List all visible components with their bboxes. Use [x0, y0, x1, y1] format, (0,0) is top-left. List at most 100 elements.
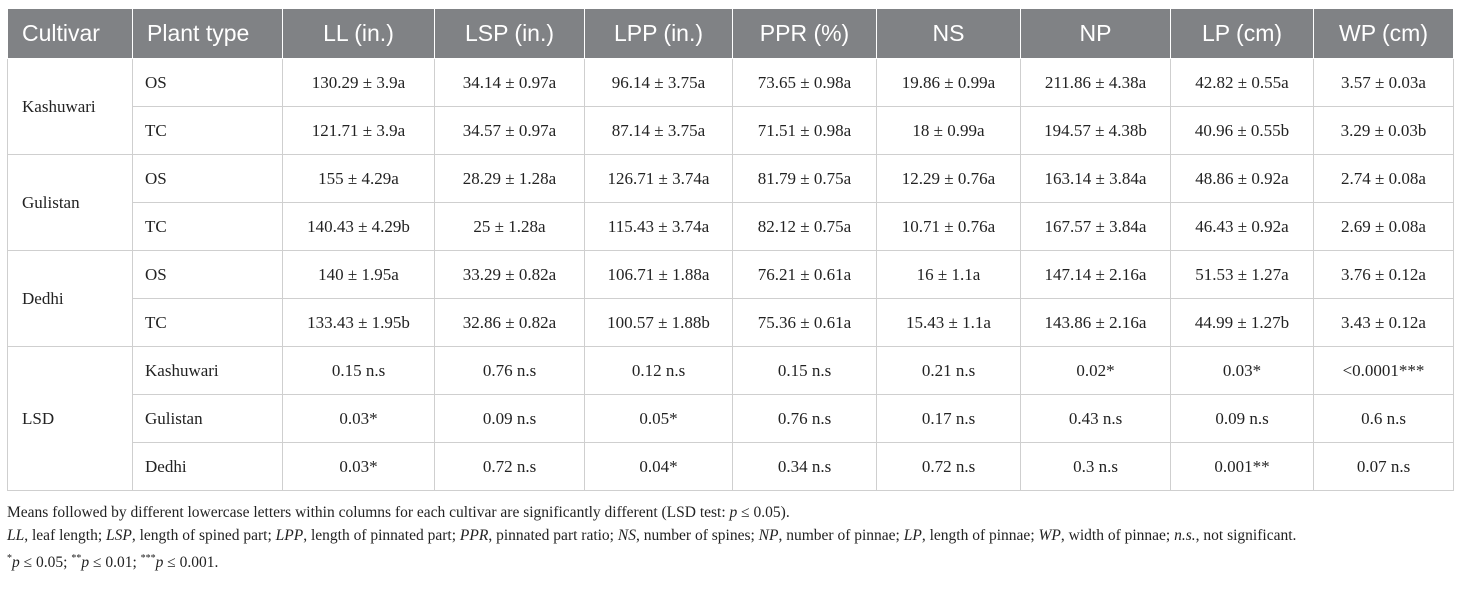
column-header: PPR (%) [732, 8, 877, 59]
table-row: LSD Kashuwari 0.15 n.s 0.76 n.s 0.12 n.s 0.15… [7, 346, 1454, 491]
value-cell: 87.14 ± 3.75a [584, 106, 733, 155]
cultivar-cell: Dedhi [7, 250, 133, 347]
column-header: LSP (in.) [434, 8, 585, 59]
value-cell: 0.72 n.s [876, 442, 1021, 491]
value-cell: 194.57 ± 4.38b [1020, 106, 1171, 155]
abbreviation-definition: , pinnated part ratio; [488, 527, 618, 544]
value-cell: 0.09 n.s [434, 394, 585, 443]
value-cell: 19.86 ± 0.99a [876, 58, 1021, 107]
value-cell: 46.43 ± 0.92a [1170, 202, 1314, 251]
value-cell: 3.76 ± 0.12a [1313, 250, 1454, 299]
value-cell: 121.71 ± 3.9a [282, 106, 435, 155]
abbreviation-definition: , leaf length; [24, 527, 107, 544]
cultivar-cell: Gulistan [7, 154, 133, 251]
value-cell: 51.53 ± 1.27a [1170, 250, 1314, 299]
abbreviation-definition: , number of pinnae; [778, 527, 904, 544]
value-cell: 2.69 ± 0.08a [1313, 202, 1454, 251]
value-cell: 73.65 ± 0.98a [732, 58, 877, 107]
column-header: Cultivar [7, 8, 133, 59]
column-header: LP (cm) [1170, 8, 1314, 59]
abbreviation-definition: , not significant. [1195, 527, 1297, 544]
p-symbol: p [12, 554, 20, 572]
plant-type-cell: Dedhi [132, 442, 283, 491]
column-header: NP [1020, 8, 1171, 59]
footnote-p: p [729, 504, 738, 521]
footnote-text: Means followed by different lowercase le… [7, 504, 730, 521]
table-row: TC 133.43 ± 1.95b 32.86 ± 0.82a 100.57 ± 1.… [8, 298, 1454, 347]
cultivar-cell: LSD [7, 346, 133, 491]
plant-type-cell: TC [132, 202, 283, 251]
value-cell: 25 ± 1.28a [434, 202, 585, 251]
value-cell: 0.3 n.s [1020, 442, 1171, 491]
abbreviation-definition: , number of spines; [635, 527, 759, 544]
value-cell: 48.86 ± 0.92a [1170, 154, 1314, 203]
value-cell: 81.79 ± 0.75a [732, 154, 877, 203]
column-header: Plant type [132, 8, 283, 59]
table-row: Dedhi 0.03* 0.72 n.s 0.04* 0.34 n.s 0.72 n.s 0… [8, 442, 1454, 491]
abbreviation-definition: , length of spined part; [131, 527, 276, 544]
abbreviation: LL [7, 527, 25, 544]
table-row: TC 121.71 ± 3.9a 34.57 ± 0.97a 87.14 ± 3.75… [8, 106, 1454, 155]
abbreviation: LSP [106, 527, 132, 544]
value-cell: 100.57 ± 1.88b [584, 298, 733, 347]
value-cell: 12.29 ± 0.76a [876, 154, 1021, 203]
footnote-pvalues: *p ≤ 0.05; **p ≤ 0.01; ***p ≤ 0.001. [7, 549, 1453, 573]
value-cell: 0.6 n.s [1313, 394, 1454, 443]
value-cell: 143.86 ± 2.16a [1020, 298, 1171, 347]
column-header: NS [876, 8, 1021, 59]
column-header: LPP (in.) [584, 8, 733, 59]
value-cell: 0.12 n.s [584, 346, 733, 395]
value-cell: 130.29 ± 3.9a [282, 58, 435, 107]
p-threshold: ≤ 0.05; [19, 554, 72, 572]
table-row: Gulistan OS 155 ± 4.29a 28.29 ± 1.28a 126.71… [7, 154, 1454, 251]
value-cell: 133.43 ± 1.95b [282, 298, 435, 347]
value-cell: 0.09 n.s [1170, 394, 1314, 443]
value-cell: 126.71 ± 3.74a [584, 154, 733, 203]
value-cell: 140.43 ± 4.29b [282, 202, 435, 251]
value-cell: 0.001** [1170, 442, 1314, 491]
footnote-tail: ≤ 0.05). [737, 504, 790, 521]
value-cell: 3.43 ± 0.12a [1313, 298, 1454, 347]
value-cell: 0.03* [282, 394, 435, 443]
value-cell: 0.07 n.s [1313, 442, 1454, 491]
plant-type-cell: OS [132, 58, 283, 107]
plant-type-cell: TC [132, 106, 283, 155]
value-cell: 3.57 ± 0.03a [1313, 58, 1454, 107]
value-cell: 0.15 n.s [282, 346, 435, 395]
significance-mark: * [7, 553, 12, 564]
value-cell: 0.43 n.s [1020, 394, 1171, 443]
value-cell: 34.14 ± 0.97a [434, 58, 585, 107]
value-cell: 115.43 ± 3.74a [584, 202, 733, 251]
value-cell: 18 ± 0.99a [876, 106, 1021, 155]
plant-type-cell: TC [132, 298, 283, 347]
value-cell: 0.03* [282, 442, 435, 491]
abbreviation: LP [903, 527, 922, 544]
abbreviation-definition: , width of pinnae; [1060, 527, 1175, 544]
abbreviation-definition: , length of pinnae; [921, 527, 1039, 544]
value-cell: 44.99 ± 1.27b [1170, 298, 1314, 347]
plant-type-cell: OS [132, 250, 283, 299]
value-cell: 76.21 ± 0.61a [732, 250, 877, 299]
abbreviation: PPR [459, 527, 489, 544]
value-cell: 10.71 ± 0.76a [876, 202, 1021, 251]
table-container: Cultivar Plant type LL (in.) LSP (in.) LPP (… [7, 8, 1454, 491]
column-header: WP (cm) [1313, 8, 1454, 59]
plant-type-cell: OS [132, 154, 283, 203]
abbreviation: n.s. [1174, 527, 1196, 544]
value-cell: 0.05* [584, 394, 733, 443]
value-cell: 32.86 ± 0.82a [434, 298, 585, 347]
significance-mark: *** [140, 553, 156, 564]
value-cell: 40.96 ± 0.55b [1170, 106, 1314, 155]
cultivar-cell: Kashuwari [7, 58, 133, 155]
value-cell: 28.29 ± 1.28a [434, 154, 585, 203]
table-body: Kashuwari OS 130.29 ± 3.9a 34.14 ± 0.97a 96.… [7, 58, 1454, 491]
footnote-significance: Means followed by different lowercase le… [7, 503, 1453, 523]
data-table: Cultivar Plant type LL (in.) LSP (in.) LPP (… [7, 8, 1454, 491]
table-footnotes: Means followed by different lowercase le… [7, 503, 1453, 573]
table-row: Kashuwari OS 130.29 ± 3.9a 34.14 ± 0.97a 96.… [7, 58, 1454, 155]
value-cell: 82.12 ± 0.75a [732, 202, 877, 251]
value-cell: 75.36 ± 0.61a [732, 298, 877, 347]
value-cell: 155 ± 4.29a [282, 154, 435, 203]
value-cell: 147.14 ± 2.16a [1020, 250, 1171, 299]
value-cell: 163.14 ± 3.84a [1020, 154, 1171, 203]
